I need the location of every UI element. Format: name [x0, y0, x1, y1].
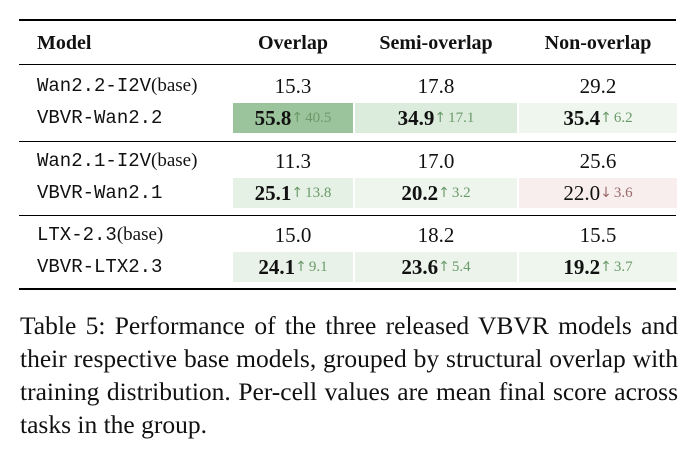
- delta-value: 3.7: [613, 258, 633, 275]
- arrow-up-icon: ↑: [291, 185, 304, 201]
- table-cell-base: 17.0: [417, 148, 455, 173]
- delta-value: 17.1: [448, 109, 475, 126]
- table-cell-ft: 35.4 ↑ 6.2: [519, 103, 677, 133]
- delta-value: 9.1: [308, 258, 328, 275]
- table-cell-ft: 19.2 ↑ 3.7: [519, 252, 677, 282]
- score-value: 25.1: [254, 180, 292, 205]
- model-name-base: Wan2.1-I2V (base): [37, 146, 197, 176]
- score-value: 24.1: [258, 254, 296, 279]
- score-value: 19.2: [563, 254, 601, 279]
- arrow-up-icon: ↑: [438, 185, 450, 201]
- model-name-text: Wan2.1-I2V: [37, 150, 152, 172]
- table-cell-base: 29.2: [579, 73, 617, 98]
- model-name-suffix: (base): [116, 224, 164, 245]
- table-cell-base: 18.2: [417, 222, 455, 247]
- model-name-base: Wan2.2-I2V (base): [37, 71, 197, 101]
- header-model: Model: [37, 31, 92, 54]
- model-name-suffix: (base): [151, 75, 198, 96]
- model-name-text: Wan2.2-I2V: [37, 75, 152, 97]
- score-value: 23.6: [401, 254, 439, 279]
- table-cell-ft: 25.1 ↑ 13.8: [233, 178, 353, 208]
- model-name-ft: VBVR-LTX2.3: [37, 256, 163, 278]
- table-cell-ft: 20.2 ↑ 3.2: [355, 178, 517, 208]
- score-value: 34.9: [397, 105, 435, 130]
- table-cell-base: 15.0: [274, 222, 312, 247]
- table-cell-ft: 24.1 ↑ 9.1: [233, 252, 353, 282]
- model-name-ft: VBVR-Wan2.1: [37, 182, 163, 204]
- header-semi-overlap: Semi-overlap: [379, 31, 493, 54]
- arrow-up-icon: ↑: [434, 110, 447, 126]
- delta-value: 40.5: [305, 109, 332, 126]
- arrow-up-icon: ↑: [438, 259, 450, 275]
- table-cell-ft: 55.8 ↑ 40.5: [233, 103, 353, 133]
- delta-value: 5.4: [451, 258, 471, 275]
- table-cell-base: 11.3: [275, 148, 311, 173]
- top-rule: [19, 19, 676, 21]
- group-rule-2: [19, 215, 676, 216]
- score-value: 35.4: [563, 105, 601, 130]
- arrow-up-icon: ↑: [291, 110, 304, 126]
- model-name-ft: VBVR-Wan2.2: [37, 107, 163, 129]
- table-cell-base: 15.3: [274, 73, 312, 98]
- table-cell-base: 15.5: [579, 222, 617, 247]
- table-cell-ft: 23.6 ↑ 5.4: [355, 252, 517, 282]
- table-cell-base: 17.8: [417, 73, 455, 98]
- score-value: 22.0: [563, 180, 601, 205]
- delta-value: 3.6: [613, 184, 633, 201]
- model-name-text: LTX-2.3: [37, 224, 117, 246]
- arrow-up-icon: ↑: [295, 259, 307, 275]
- table-cell-base: 25.6: [579, 148, 617, 173]
- score-value: 55.8: [254, 105, 292, 130]
- arrow-up-icon: ↑: [600, 110, 612, 126]
- table-cell-ft: 34.9 ↑ 17.1: [355, 103, 517, 133]
- header-overlap: Overlap: [258, 31, 328, 54]
- delta-value: 6.2: [613, 109, 633, 126]
- delta-value: 3.2: [451, 184, 471, 201]
- header-non-overlap: Non-overlap: [544, 31, 652, 54]
- bottom-rule: [19, 288, 676, 290]
- model-name-base: LTX-2.3 (base): [37, 220, 163, 250]
- header-rule: [19, 64, 676, 65]
- delta-value: 13.8: [305, 184, 332, 201]
- model-name-suffix: (base): [151, 150, 198, 171]
- group-rule-1: [19, 141, 676, 142]
- table-caption: Table 5: Performance of the three releas…: [20, 311, 678, 439]
- arrow-down-icon: ↓: [600, 185, 612, 201]
- arrow-up-icon: ↑: [600, 259, 612, 275]
- table-cell-ft: 22.0 ↓ 3.6: [519, 178, 677, 208]
- score-value: 20.2: [401, 180, 439, 205]
